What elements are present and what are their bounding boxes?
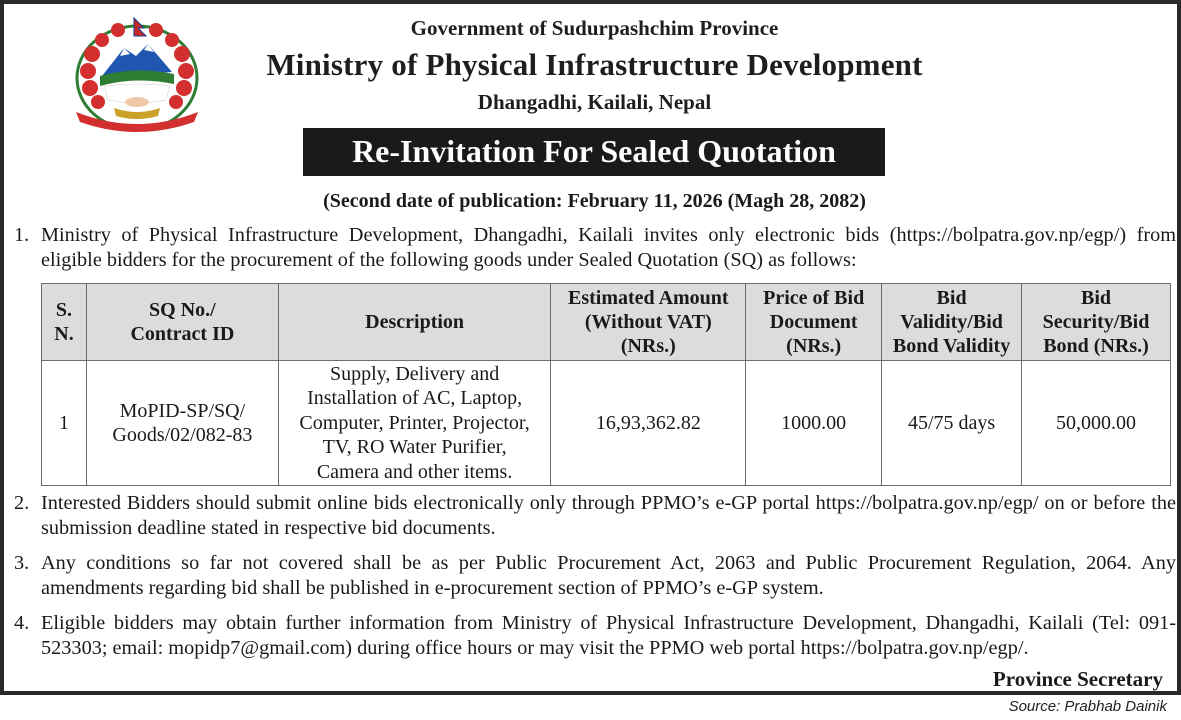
paragraph-1: 1. Ministry of Physical Infrastructure D… — [14, 223, 1176, 272]
paragraph-3: 3. Any conditions so far not covered sha… — [14, 551, 1176, 600]
signatory-title: Province Secretary — [992, 667, 1163, 691]
header-description: Description — [277, 283, 552, 361]
paragraph-number: 4. — [14, 612, 30, 634]
header-serial-number: S. N. — [41, 283, 87, 361]
paragraph-number: 2. — [14, 492, 30, 514]
cell-bid-security: 50,000.00 — [1021, 360, 1171, 486]
header-contract-id: SQ No./Contract ID — [85, 283, 279, 361]
header-estimated-amount: Estimated Amount (Without VAT) (NRs.) — [550, 283, 747, 361]
government-name: Government of Sudurpashchim Province — [410, 16, 779, 40]
publication-date: (Second date of publication: February 11… — [323, 190, 866, 212]
nepal-emblem-icon — [75, 16, 199, 132]
cell-bid-validity: 45/75 days — [881, 360, 1023, 486]
table-row: 1 MoPID-SP/SQ/Goods/02/082-83 Supply, De… — [41, 360, 1171, 486]
paragraph-text: Any conditions so far not covered shall … — [41, 552, 1176, 599]
cell-bid-document-price: 1000.00 — [745, 360, 883, 486]
header-bid-security: Bid Security/Bid Bond (NRs.) — [1021, 283, 1171, 361]
paragraph-2: 2. Interested Bidders should submit onli… — [14, 491, 1176, 540]
cell-serial-number: 1 — [41, 360, 87, 486]
table-header-row: S. N. SQ No./Contract ID Description Esti… — [41, 283, 1171, 361]
notice-title: Re-Invitation For Sealed Quotation — [303, 128, 885, 176]
paragraph-text: Interested Bidders should submit online … — [41, 492, 1176, 539]
procurement-table: S. N. SQ No./Contract ID Description Esti… — [41, 283, 1171, 486]
paragraph-number: 3. — [14, 552, 30, 574]
cell-estimated-amount: 16,93,362.82 — [550, 360, 747, 486]
cell-contract-id: MoPID-SP/SQ/Goods/02/082-83 — [85, 360, 279, 486]
paragraph-text: Eligible bidders may obtain further info… — [41, 612, 1176, 659]
paragraph-text: Ministry of Physical Infrastructure Deve… — [41, 224, 1176, 271]
paragraph-4: 4. Eligible bidders may obtain further i… — [14, 611, 1176, 660]
source-caption: Source: Prabhab Dainik — [1008, 698, 1167, 715]
notice-frame: Government of Sudurpashchim Province Min… — [0, 0, 1181, 695]
cell-description: Supply, Delivery and Installation of AC,… — [277, 360, 552, 486]
ministry-location: Dhangadhi, Kailali, Nepal — [477, 90, 712, 114]
header-bid-document-price: Price of Bid Document (NRs.) — [745, 283, 883, 361]
header-bid-validity: Bid Validity/Bid Bond Validity — [881, 283, 1023, 361]
paragraph-number: 1. — [14, 224, 30, 246]
ministry-name: Ministry of Physical Infrastructure Deve… — [266, 47, 923, 82]
